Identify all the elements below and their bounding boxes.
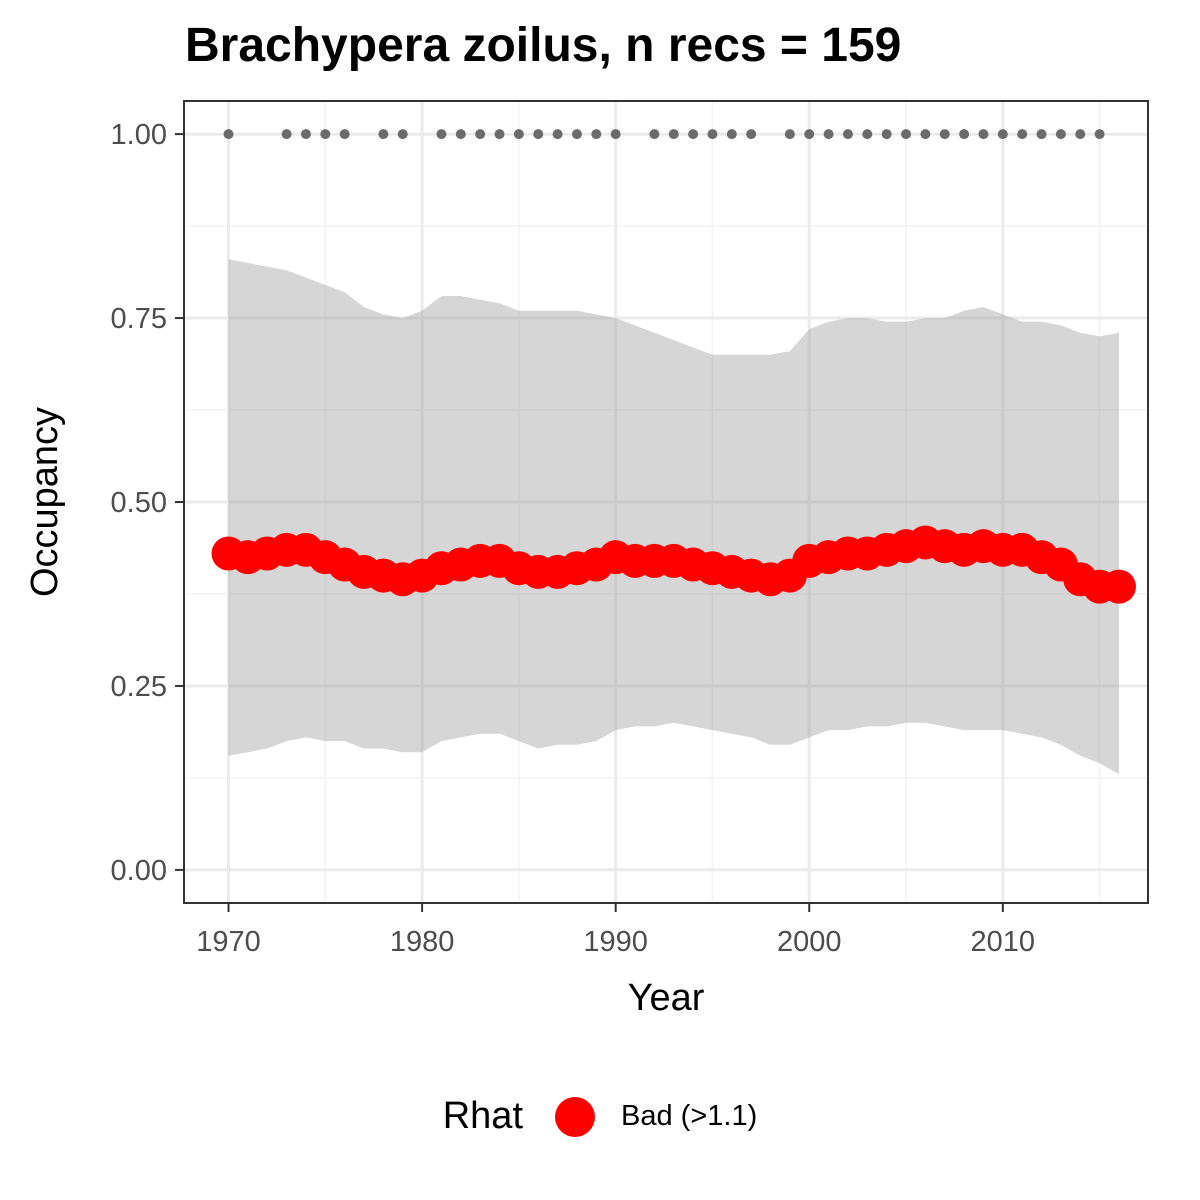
y-tick-label: 0.50 xyxy=(111,487,167,519)
observation-point xyxy=(1075,129,1086,140)
observation-point xyxy=(591,129,602,140)
observation-point xyxy=(494,129,505,140)
occupancy-point xyxy=(1101,569,1136,604)
legend-title: Rhat xyxy=(442,1095,524,1137)
legend: Rhat Bad (>1.1) xyxy=(0,1095,1200,1138)
y-tick-label: 0.25 xyxy=(111,671,167,703)
observation-point xyxy=(300,129,311,140)
observation-point xyxy=(552,129,563,140)
observation-point xyxy=(978,129,989,140)
observation-point xyxy=(397,129,408,140)
observation-point xyxy=(823,129,834,140)
observation-point xyxy=(436,129,447,140)
observation-point xyxy=(455,129,466,140)
observation-point xyxy=(1036,129,1047,140)
observation-point xyxy=(842,129,853,140)
x-tick-label: 1970 xyxy=(196,926,261,958)
observation-point xyxy=(862,129,873,140)
observation-point xyxy=(959,129,970,140)
observation-point xyxy=(920,129,931,140)
y-tick-label: 1.00 xyxy=(111,119,167,151)
ribbon-layer xyxy=(228,259,1119,775)
observation-point xyxy=(901,129,912,140)
observation-point xyxy=(610,129,621,140)
observation-points xyxy=(223,129,1105,140)
observation-point xyxy=(571,129,582,140)
chart-title: Brachypera zoilus, n recs = 159 xyxy=(185,19,902,72)
x-axis-title: Year xyxy=(628,977,705,1019)
observation-point xyxy=(746,129,757,140)
x-tick-label: 2000 xyxy=(777,926,842,958)
observation-point xyxy=(804,129,815,140)
observation-point xyxy=(378,129,389,140)
observation-point xyxy=(649,129,660,140)
observation-point xyxy=(726,129,737,140)
observation-point xyxy=(339,129,350,140)
y-tick-label: 0.75 xyxy=(111,303,167,335)
observation-point xyxy=(1017,129,1028,140)
observation-point xyxy=(997,129,1008,140)
y-axis-title: Occupancy xyxy=(24,407,66,597)
observation-point xyxy=(475,129,486,140)
observation-point xyxy=(668,129,679,140)
observation-point xyxy=(223,129,234,140)
legend-label-bad: Bad (>1.1) xyxy=(621,1100,758,1132)
observation-point xyxy=(281,129,292,140)
occupancy-series xyxy=(211,525,1136,604)
observation-point xyxy=(688,129,699,140)
observation-point xyxy=(939,129,950,140)
observation-point xyxy=(707,129,718,140)
observation-point xyxy=(784,129,795,140)
x-tick-label: 1990 xyxy=(583,926,648,958)
x-tick-label: 1980 xyxy=(390,926,455,958)
legend-key-bad xyxy=(555,1096,596,1137)
observation-point xyxy=(533,129,544,140)
grid-layer xyxy=(184,101,1148,903)
observation-point xyxy=(1055,129,1066,140)
credible-interval-ribbon xyxy=(228,259,1119,775)
observation-point xyxy=(513,129,524,140)
x-tick-label: 2010 xyxy=(971,926,1036,958)
observation-point xyxy=(1094,129,1105,140)
axes: 1970 1980 1990 2000 2010 0.00 0.25 0.50 0.75 1.00 xyxy=(111,119,1036,958)
observation-point xyxy=(881,129,892,140)
y-tick-label: 0.00 xyxy=(111,855,167,887)
observation-point xyxy=(320,129,331,140)
